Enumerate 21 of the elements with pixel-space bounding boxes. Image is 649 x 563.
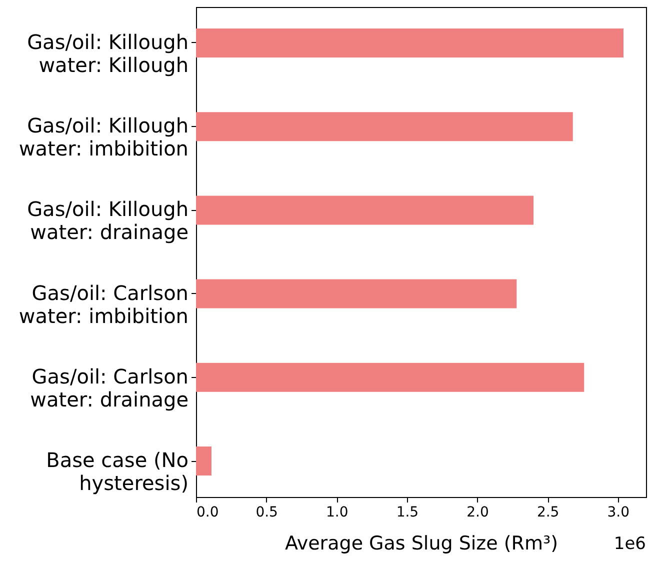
bar [196, 279, 517, 308]
y-tick-label: Gas/oil: Carlson water: drainage [30, 364, 188, 412]
y-tick-label: Gas/oil: Carlson water: imbibition [18, 280, 188, 328]
x-tick-label: 0.5 [256, 504, 278, 520]
x-tick-label: 2.5 [536, 504, 560, 520]
x-tick-label: 1.5 [396, 504, 419, 520]
x-tick-label: 3.0 [607, 504, 630, 520]
bar [196, 112, 573, 142]
x-tick-label: 1.0 [326, 504, 348, 520]
x-axis-title: Average Gas Slug Size (Rm³) [284, 532, 558, 554]
y-tick-label: Gas/oil: Killough water: imbibition [18, 114, 188, 161]
text: 1e6 [614, 534, 646, 554]
bar [196, 362, 584, 392]
bar [196, 446, 212, 476]
y-tick-label: Gas/oil: Killough water: drainage [27, 197, 188, 244]
y-tick-label: Base case (No hysteresis) [46, 448, 188, 496]
x-tick-label: 0.0 [196, 504, 219, 520]
bar [196, 196, 534, 225]
bar [196, 28, 624, 58]
x-tick-label: 2.0 [466, 504, 489, 520]
y-tick-label: Gas/oil: Killough water: Killough [27, 30, 188, 77]
